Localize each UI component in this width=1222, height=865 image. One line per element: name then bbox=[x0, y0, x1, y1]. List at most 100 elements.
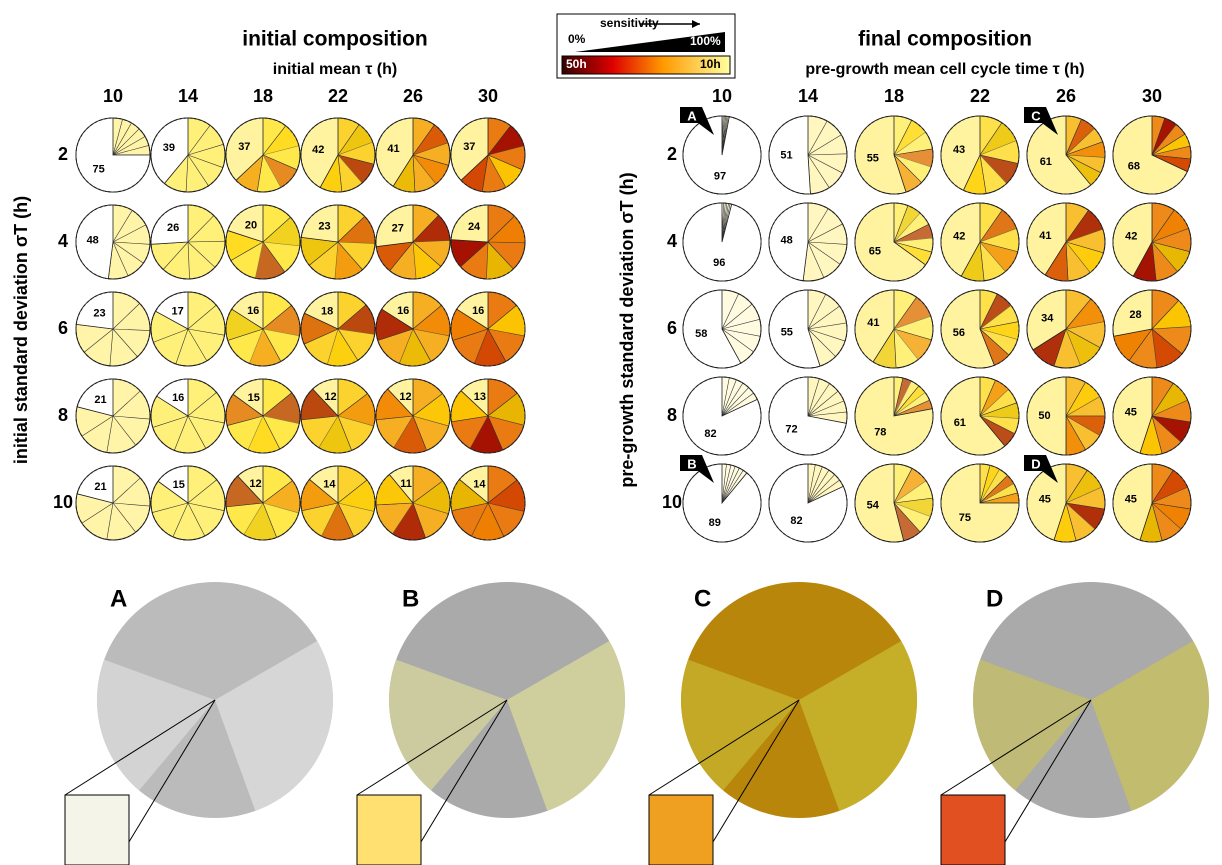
legend: sensitivity 0% 100% 50h 10h bbox=[557, 14, 735, 78]
row-label: 6 bbox=[667, 318, 677, 338]
pie-label: 15 bbox=[173, 479, 185, 491]
pie-label: 61 bbox=[1040, 156, 1052, 168]
pie-label: 48 bbox=[780, 235, 792, 247]
pie-label: 45 bbox=[1125, 407, 1137, 419]
pie-label: 37 bbox=[463, 141, 475, 153]
pie-label: 21 bbox=[94, 394, 106, 406]
pie-label: 12 bbox=[249, 478, 261, 490]
snapshot-label: D bbox=[986, 585, 1003, 612]
pie-label: 82 bbox=[704, 428, 716, 440]
pie-label: 97 bbox=[714, 170, 726, 182]
pie-label: 27 bbox=[392, 222, 404, 234]
callout-label: B bbox=[687, 456, 696, 471]
pie-label: 34 bbox=[1041, 313, 1054, 325]
pie-label: 39 bbox=[163, 142, 175, 154]
pie-label: 55 bbox=[781, 326, 793, 338]
pie-label: 54 bbox=[867, 500, 880, 512]
column-label: 18 bbox=[253, 86, 273, 106]
inset bbox=[357, 795, 421, 865]
pie-label: 16 bbox=[397, 305, 409, 317]
pie-label: 15 bbox=[248, 392, 260, 404]
pie-label: 14 bbox=[323, 478, 336, 490]
y-axis-label: pre-growth standard deviation σT (h) bbox=[617, 172, 637, 487]
pie-label: 72 bbox=[785, 424, 797, 436]
row-label: 2 bbox=[667, 144, 677, 164]
pie-label: 56 bbox=[953, 327, 965, 339]
pie-label: 42 bbox=[953, 231, 965, 243]
column-label: 30 bbox=[478, 86, 498, 106]
pie-label: 41 bbox=[1039, 230, 1051, 242]
column-label: 22 bbox=[970, 86, 990, 106]
column-label: 26 bbox=[403, 86, 423, 106]
snapshot-label: B bbox=[402, 585, 419, 612]
pie-label: 16 bbox=[247, 305, 259, 317]
inset bbox=[941, 795, 1005, 865]
legend-high: 100% bbox=[690, 34, 721, 48]
column-label: 18 bbox=[884, 86, 904, 106]
snapshot-label: C bbox=[694, 585, 711, 612]
pie-label: 12 bbox=[399, 391, 411, 403]
row-label: 10 bbox=[53, 492, 73, 512]
pie-label: 18 bbox=[321, 306, 333, 318]
pie-label: 45 bbox=[1039, 494, 1051, 506]
inset bbox=[65, 795, 129, 865]
pie-label: 75 bbox=[959, 512, 971, 524]
pie-label: 65 bbox=[869, 246, 881, 258]
pie-label: 41 bbox=[867, 317, 879, 329]
panel-title: final composition bbox=[858, 28, 1032, 51]
pie-label: 61 bbox=[954, 417, 966, 429]
pie-label: 89 bbox=[709, 517, 721, 529]
column-label: 14 bbox=[798, 86, 818, 106]
pie-label: 28 bbox=[1129, 309, 1141, 321]
pie-label: 82 bbox=[790, 515, 802, 527]
pie-label: 41 bbox=[387, 143, 399, 155]
pie-label: 13 bbox=[474, 391, 486, 403]
row-label: 10 bbox=[662, 492, 682, 512]
pie-label: 45 bbox=[1125, 494, 1137, 506]
column-label: 14 bbox=[178, 86, 198, 106]
callout-label: D bbox=[1031, 456, 1040, 471]
column-label: 10 bbox=[103, 86, 123, 106]
pie-label: 21 bbox=[94, 481, 106, 493]
pie-label: 96 bbox=[713, 257, 725, 269]
callout-label: C bbox=[1031, 108, 1041, 123]
legend-low: 0% bbox=[568, 32, 586, 46]
x-axis-label: initial mean τ (h) bbox=[273, 61, 397, 78]
column-label: 26 bbox=[1056, 86, 1076, 106]
x-axis-label: pre-growth mean cell cycle time τ (h) bbox=[805, 61, 1084, 78]
row-label: 8 bbox=[667, 405, 677, 425]
pie-label: 68 bbox=[1128, 160, 1140, 172]
row-label: 8 bbox=[58, 405, 68, 425]
pie-label: 12 bbox=[324, 391, 336, 403]
pie-label: 17 bbox=[172, 305, 184, 317]
pie-label: 55 bbox=[867, 152, 879, 164]
figure: sensitivity 0% 100% 50h 10h initial comp… bbox=[0, 0, 1222, 865]
pie-label: 14 bbox=[473, 478, 486, 490]
y-axis-label: initial standard deviation σT (h) bbox=[11, 196, 31, 464]
legend-label: sensitivity bbox=[600, 16, 659, 30]
inset bbox=[649, 795, 713, 865]
pie-label: 58 bbox=[695, 328, 707, 340]
legend-scale-low: 50h bbox=[566, 57, 587, 71]
pie-label: 75 bbox=[92, 163, 104, 175]
pie-label: 11 bbox=[400, 478, 412, 490]
pie-label: 78 bbox=[874, 426, 886, 438]
row-label: 6 bbox=[58, 318, 68, 338]
column-label: 30 bbox=[1142, 86, 1162, 106]
row-label: 4 bbox=[667, 231, 677, 251]
pie-label: 37 bbox=[238, 141, 250, 153]
pie-label: 16 bbox=[472, 305, 484, 317]
pie-label: 51 bbox=[780, 150, 792, 162]
snapshot-label: A bbox=[110, 585, 127, 612]
pie-label: 42 bbox=[1125, 231, 1137, 243]
pie-label: 43 bbox=[953, 144, 965, 156]
pie-label: 20 bbox=[245, 219, 257, 231]
pie-label: 42 bbox=[312, 144, 324, 156]
legend-scale-high: 10h bbox=[700, 57, 721, 71]
pie-label: 23 bbox=[318, 221, 330, 233]
pie-label: 48 bbox=[87, 235, 99, 247]
row-label: 2 bbox=[58, 144, 68, 164]
column-label: 22 bbox=[328, 86, 348, 106]
panel-title: initial composition bbox=[242, 28, 428, 51]
pie-label: 26 bbox=[167, 222, 179, 234]
